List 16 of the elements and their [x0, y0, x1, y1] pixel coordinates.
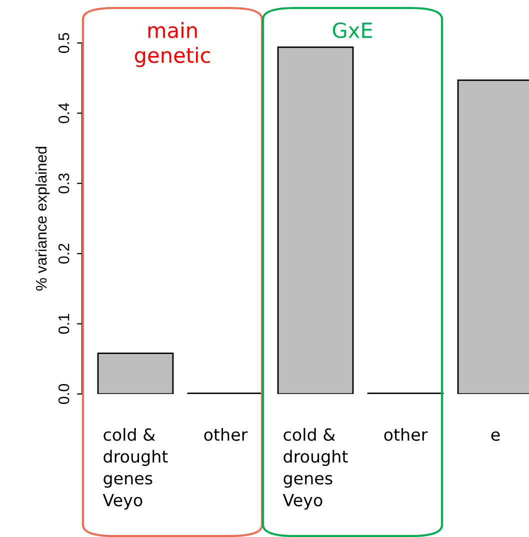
y-tick-label: 0.3	[58, 173, 70, 194]
y-tick-label: 0.2	[58, 244, 70, 264]
bar	[277, 46, 354, 394]
annotation: main genetic	[134, 22, 210, 68]
y-tick-label: 0.5	[58, 33, 70, 54]
x-tick-label: other	[204, 428, 248, 441]
x-tick-label: cold & drought genes Veyo	[282, 428, 348, 510]
bar	[97, 352, 174, 394]
x-tick-label: other	[384, 428, 428, 441]
text: GxE	[332, 22, 372, 38]
y-axis-title: % variance explained	[35, 146, 50, 291]
y-tick-label: 0.0	[58, 384, 70, 404]
x-tick-label: e	[491, 431, 500, 441]
x-tick-label: cold & drought genes Veyo	[102, 428, 168, 510]
y-tick-label: 0.4	[58, 103, 70, 124]
y-tick-label: 0.1	[58, 314, 70, 334]
